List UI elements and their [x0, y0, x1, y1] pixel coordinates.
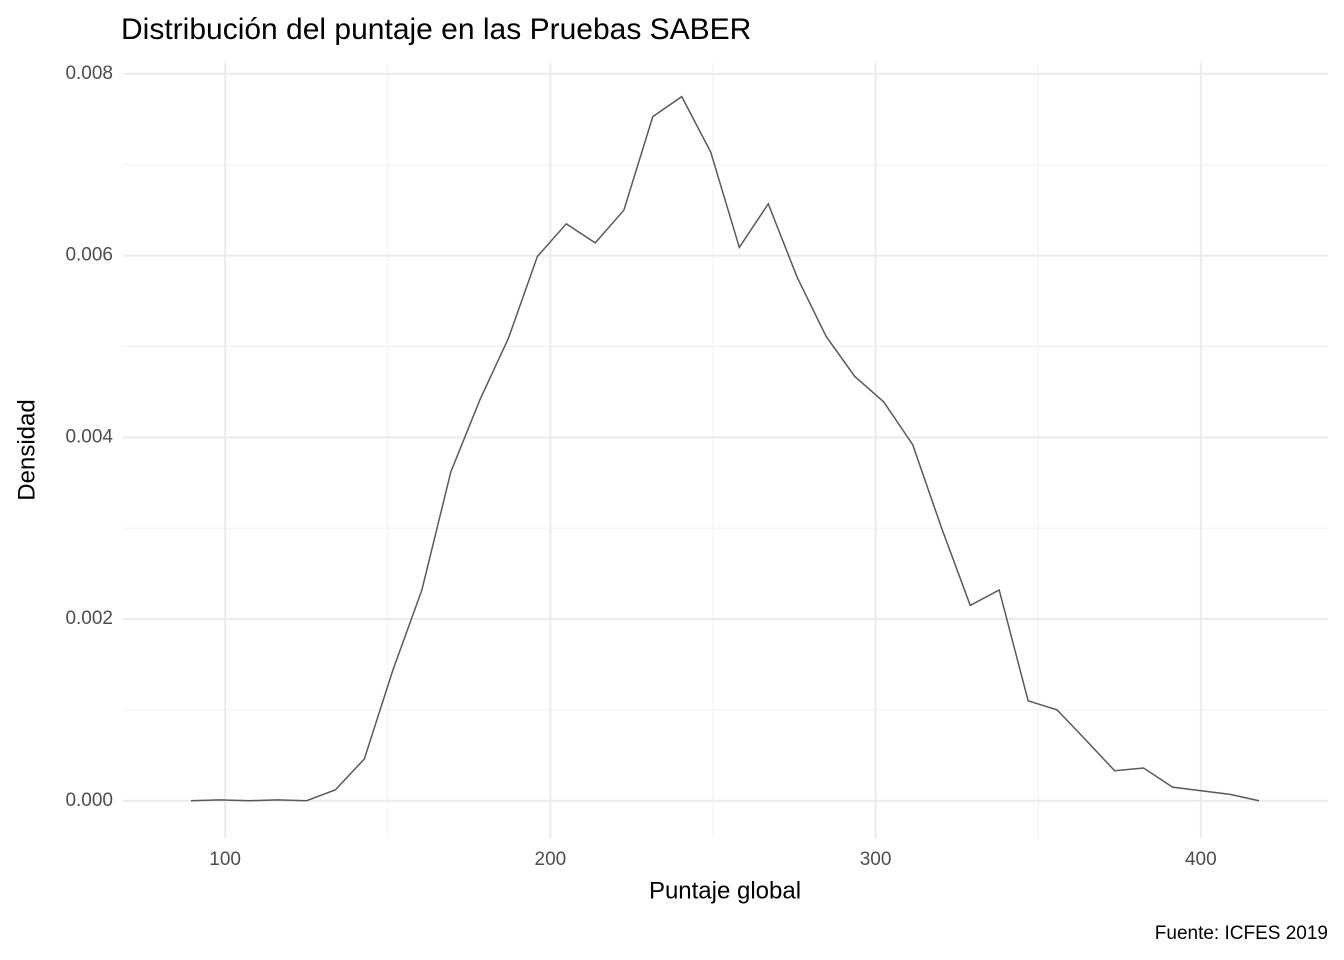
- y-tick-label: 0.006: [65, 245, 113, 266]
- y-tick-label: 0.002: [65, 608, 113, 629]
- y-tick-label: 0.000: [65, 790, 113, 811]
- y-tick-label: 0.008: [65, 63, 113, 84]
- caption: Fuente: ICFES 2019: [1155, 923, 1328, 944]
- x-axis-title: Puntaje global: [649, 877, 801, 904]
- x-tick-label: 400: [1185, 849, 1217, 870]
- chart-title: Distribución del puntaje en las Pruebas …: [121, 13, 751, 46]
- x-tick-label: 300: [860, 849, 892, 870]
- x-tick-label: 100: [209, 849, 241, 870]
- density-line: [190, 95, 1260, 802]
- x-tick-label: 200: [535, 849, 567, 870]
- y-axis-title: Densidad: [13, 399, 40, 500]
- y-tick-label: 0.004: [65, 426, 113, 447]
